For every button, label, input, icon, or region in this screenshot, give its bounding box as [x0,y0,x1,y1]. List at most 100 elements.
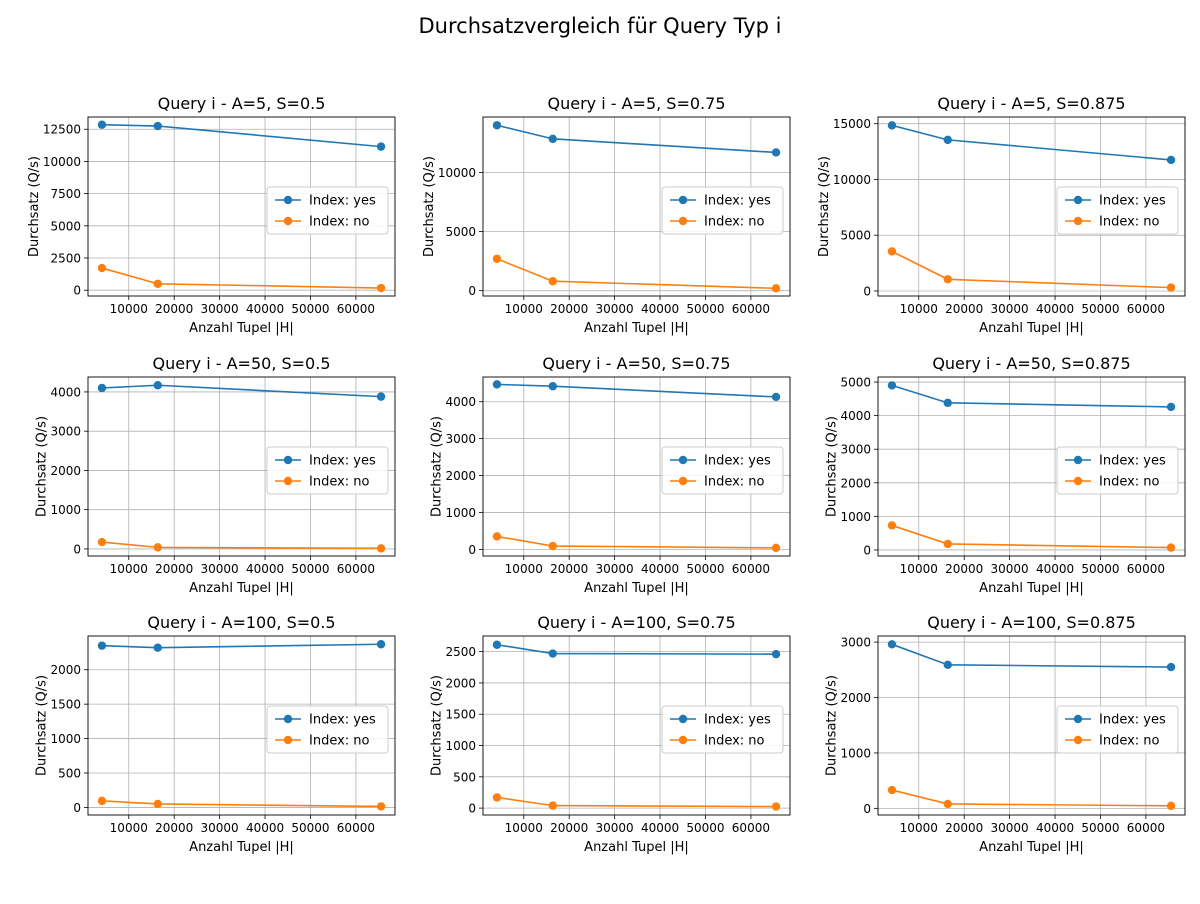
legend: Index: yes Index: no [266,186,389,235]
x-tick-label: 30000 [991,821,1029,835]
x-tick-label: 60000 [1127,821,1165,835]
data-point-index-yes [548,649,557,658]
subplot-9: 10000 20000 30000 40000 50000 60000 0 1000 2000 3… [825,613,1186,855]
legend-marker [678,455,688,465]
y-axis-label: Durchsatz (Q/s) [825,675,840,776]
x-tick-label: 40000 [1036,821,1074,835]
y-tick-label: 5000 [50,219,81,233]
x-axis-label: Anzahl Tupel |H| [979,840,1084,855]
legend-box [1056,705,1179,754]
legend-label: Index: no [1099,475,1160,490]
data-point-index-yes [771,148,781,157]
data-point-index-yes [1166,662,1176,672]
axes-frame [877,635,1186,816]
x-tick-label: 50000 [1081,821,1119,835]
axes-frame [87,116,396,297]
y-tick-label: 2000 [445,676,476,690]
x-tick-label: 10000 [900,562,938,576]
y-tick-label: 2000 [840,476,871,490]
y-tick-label: 0 [468,543,476,557]
x-tick-label: 60000 [1127,302,1165,316]
legend-box [1056,186,1179,235]
x-tick-label: 50000 [1081,562,1119,576]
legend-marker [678,195,688,205]
x-tick-label: 50000 [686,562,724,576]
x-tick-label: 40000 [641,562,679,576]
legend-label: Index: yes [309,194,376,209]
legend: Index: yes Index: no [661,705,784,754]
data-point-index-yes [887,640,897,649]
y-axis-label: Durchsatz (Q/s) [27,156,42,257]
data-point-index-yes [97,641,107,650]
x-tick-label: 10000 [505,302,543,316]
y-axis-label: Durchsatz (Q/s) [422,156,437,257]
legend-marker [1073,195,1083,205]
x-tick-label: 20000 [945,302,983,316]
axes-frame [482,635,791,816]
data-point-index-yes [943,398,952,408]
legend-label: Index: no [1099,215,1160,230]
x-tick-label: 30000 [596,302,634,316]
legend-label: Index: no [704,734,765,749]
x-tick-label: 60000 [732,821,770,835]
legend-label: Index: no [704,475,765,490]
subplot-3: 10000 20000 30000 40000 50000 60000 0 5000 10000… [817,94,1186,336]
data-point-index-yes [97,120,107,129]
y-tick-label: 4000 [445,395,476,409]
legend: Index: yes Index: no [1056,705,1179,754]
legend-marker [1073,216,1083,226]
x-tick-label: 20000 [550,302,588,316]
x-tick-label: 10000 [110,821,148,835]
y-tick-label: 0 [863,802,871,816]
data-point-index-no [887,785,897,795]
x-tick-label: 40000 [641,821,679,835]
legend-marker [678,216,688,226]
data-point-index-no [492,532,502,541]
x-tick-label: 50000 [1081,302,1119,316]
x-tick-label: 30000 [201,302,239,316]
legend-box [661,186,784,235]
data-point-index-yes [943,660,952,670]
subplot-title: Query i - A=50, S=0.875 [932,354,1130,373]
data-point-index-no [376,544,386,553]
x-tick-label: 60000 [732,302,770,316]
x-tick-label: 40000 [641,302,679,316]
legend: Index: yes Index: no [1056,186,1179,235]
subplot-title: Query i - A=50, S=0.5 [153,354,331,373]
data-point-index-no [943,539,952,549]
y-tick-label: 1000 [50,732,81,746]
x-tick-label: 30000 [596,821,634,835]
data-point-index-no [97,796,107,806]
data-point-index-no [376,283,386,293]
x-axis-label: Anzahl Tupel |H| [979,581,1084,596]
legend-label: Index: yes [1099,454,1166,469]
data-point-index-no [548,801,557,810]
data-point-index-no [943,799,952,809]
legend-box [661,446,784,495]
legend-marker [678,714,688,724]
y-tick-label: 10000 [438,166,476,180]
y-axis-label: Durchsatz (Q/s) [817,156,832,257]
subplot-1: 10000 20000 30000 40000 50000 60000 0 2500 5000 7… [27,94,396,336]
x-tick-label: 10000 [505,562,543,576]
x-tick-label: 40000 [1036,562,1074,576]
legend-box [661,705,784,754]
y-tick-label: 0 [73,284,81,298]
subplot-title: Query i - A=100, S=0.75 [537,613,735,632]
legend-label: Index: no [309,215,370,230]
x-tick-label: 30000 [201,821,239,835]
y-tick-label: 0 [863,284,871,298]
x-tick-label: 20000 [155,821,193,835]
y-axis-label: Durchsatz (Q/s) [825,416,840,517]
x-tick-label: 10000 [900,821,938,835]
data-point-index-yes [548,382,557,391]
legend-label: Index: yes [704,713,771,728]
data-point-index-yes [153,643,162,652]
subplot-title: Query i - A=100, S=0.5 [147,613,335,632]
legend-marker [283,195,293,205]
data-point-index-no [1166,283,1176,292]
y-tick-label: 1500 [50,698,81,712]
x-axis-label: Anzahl Tupel |H| [189,321,294,336]
x-tick-label: 10000 [110,302,148,316]
